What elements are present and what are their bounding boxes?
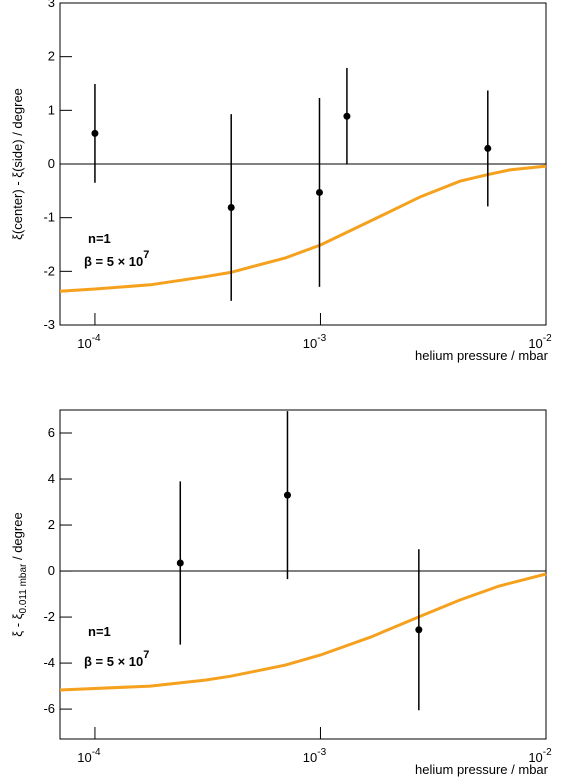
y-axis-label-main: ξ - ξ bbox=[10, 613, 25, 636]
x-tick-base: 10 bbox=[303, 750, 317, 765]
y-tick-label: -2 bbox=[43, 263, 55, 278]
data-point bbox=[91, 129, 99, 137]
annotation-n: n=1 bbox=[88, 624, 111, 639]
y-tick-label: -1 bbox=[43, 210, 55, 225]
x-tick-label: 10-3 bbox=[303, 747, 327, 765]
model-curve bbox=[59, 164, 547, 293]
data-point bbox=[315, 188, 323, 196]
x-tick-label: 10-2 bbox=[528, 333, 552, 351]
y-axis-label: ξ(center) - ξ(side) / degree bbox=[10, 88, 25, 240]
data-point bbox=[227, 203, 235, 211]
y-tick-label: 0 bbox=[48, 156, 55, 171]
x-tick-label: 10-2 bbox=[528, 747, 552, 765]
y-tick-label: 6 bbox=[48, 425, 55, 440]
annotation-beta-exponent: 7 bbox=[143, 249, 149, 261]
y-tick-label: -2 bbox=[43, 609, 55, 624]
annotation-beta: β = 5 × 107 bbox=[84, 249, 149, 269]
data-point bbox=[484, 144, 492, 152]
x-tick-base: 10 bbox=[528, 336, 542, 351]
y-axis-label-sub: 0.011 mbar bbox=[18, 563, 29, 614]
y-tick-label: 1 bbox=[48, 102, 55, 117]
y-tick-label: 2 bbox=[48, 49, 55, 64]
data-point bbox=[176, 559, 184, 567]
annotation-beta: β = 5 × 107 bbox=[84, 649, 149, 669]
x-tick-base: 10 bbox=[77, 336, 91, 351]
x-axis-label: helium pressure / mbar bbox=[415, 348, 549, 363]
x-tick-base: 10 bbox=[303, 336, 317, 351]
x-tick-base: 10 bbox=[528, 750, 542, 765]
x-tick-base: 10 bbox=[77, 750, 91, 765]
x-tick-exponent: -4 bbox=[92, 333, 101, 344]
plot-frame bbox=[59, 409, 547, 740]
y-axis-label-tail: / degree bbox=[10, 512, 25, 563]
model-curve bbox=[59, 572, 547, 692]
x-tick-exponent: -4 bbox=[92, 747, 101, 758]
data-point bbox=[343, 112, 351, 120]
data-point bbox=[283, 491, 291, 499]
y-tick-label: -3 bbox=[43, 317, 55, 332]
x-tick-exponent: -3 bbox=[317, 747, 326, 758]
annotation-beta-base: β = 5 × 10 bbox=[84, 654, 143, 669]
y-tick-label: 4 bbox=[48, 471, 55, 486]
data-point bbox=[415, 626, 423, 634]
x-tick-exponent: -2 bbox=[543, 333, 552, 344]
x-tick-label: 10-4 bbox=[77, 747, 101, 765]
y-tick-label: -4 bbox=[43, 655, 55, 670]
x-axis-label: helium pressure / mbar bbox=[415, 762, 549, 777]
annotation-beta-base: β = 5 × 10 bbox=[84, 254, 143, 269]
annotation-beta-exponent: 7 bbox=[143, 649, 149, 661]
y-tick-label: 3 bbox=[48, 0, 55, 10]
x-tick-label: 10-3 bbox=[303, 333, 327, 351]
y-axis-label-main: ξ(center) - ξ(side) / degree bbox=[10, 88, 25, 240]
x-tick-exponent: -3 bbox=[317, 333, 326, 344]
y-tick-label: 0 bbox=[48, 563, 55, 578]
y-tick-label: -6 bbox=[43, 701, 55, 716]
y-axis-label: ξ - ξ0.011 mbar / degree bbox=[10, 512, 29, 636]
x-tick-label: 10-4 bbox=[77, 333, 101, 351]
annotation-n: n=1 bbox=[88, 231, 111, 246]
y-tick-label: 2 bbox=[48, 517, 55, 532]
x-tick-exponent: -2 bbox=[543, 747, 552, 758]
